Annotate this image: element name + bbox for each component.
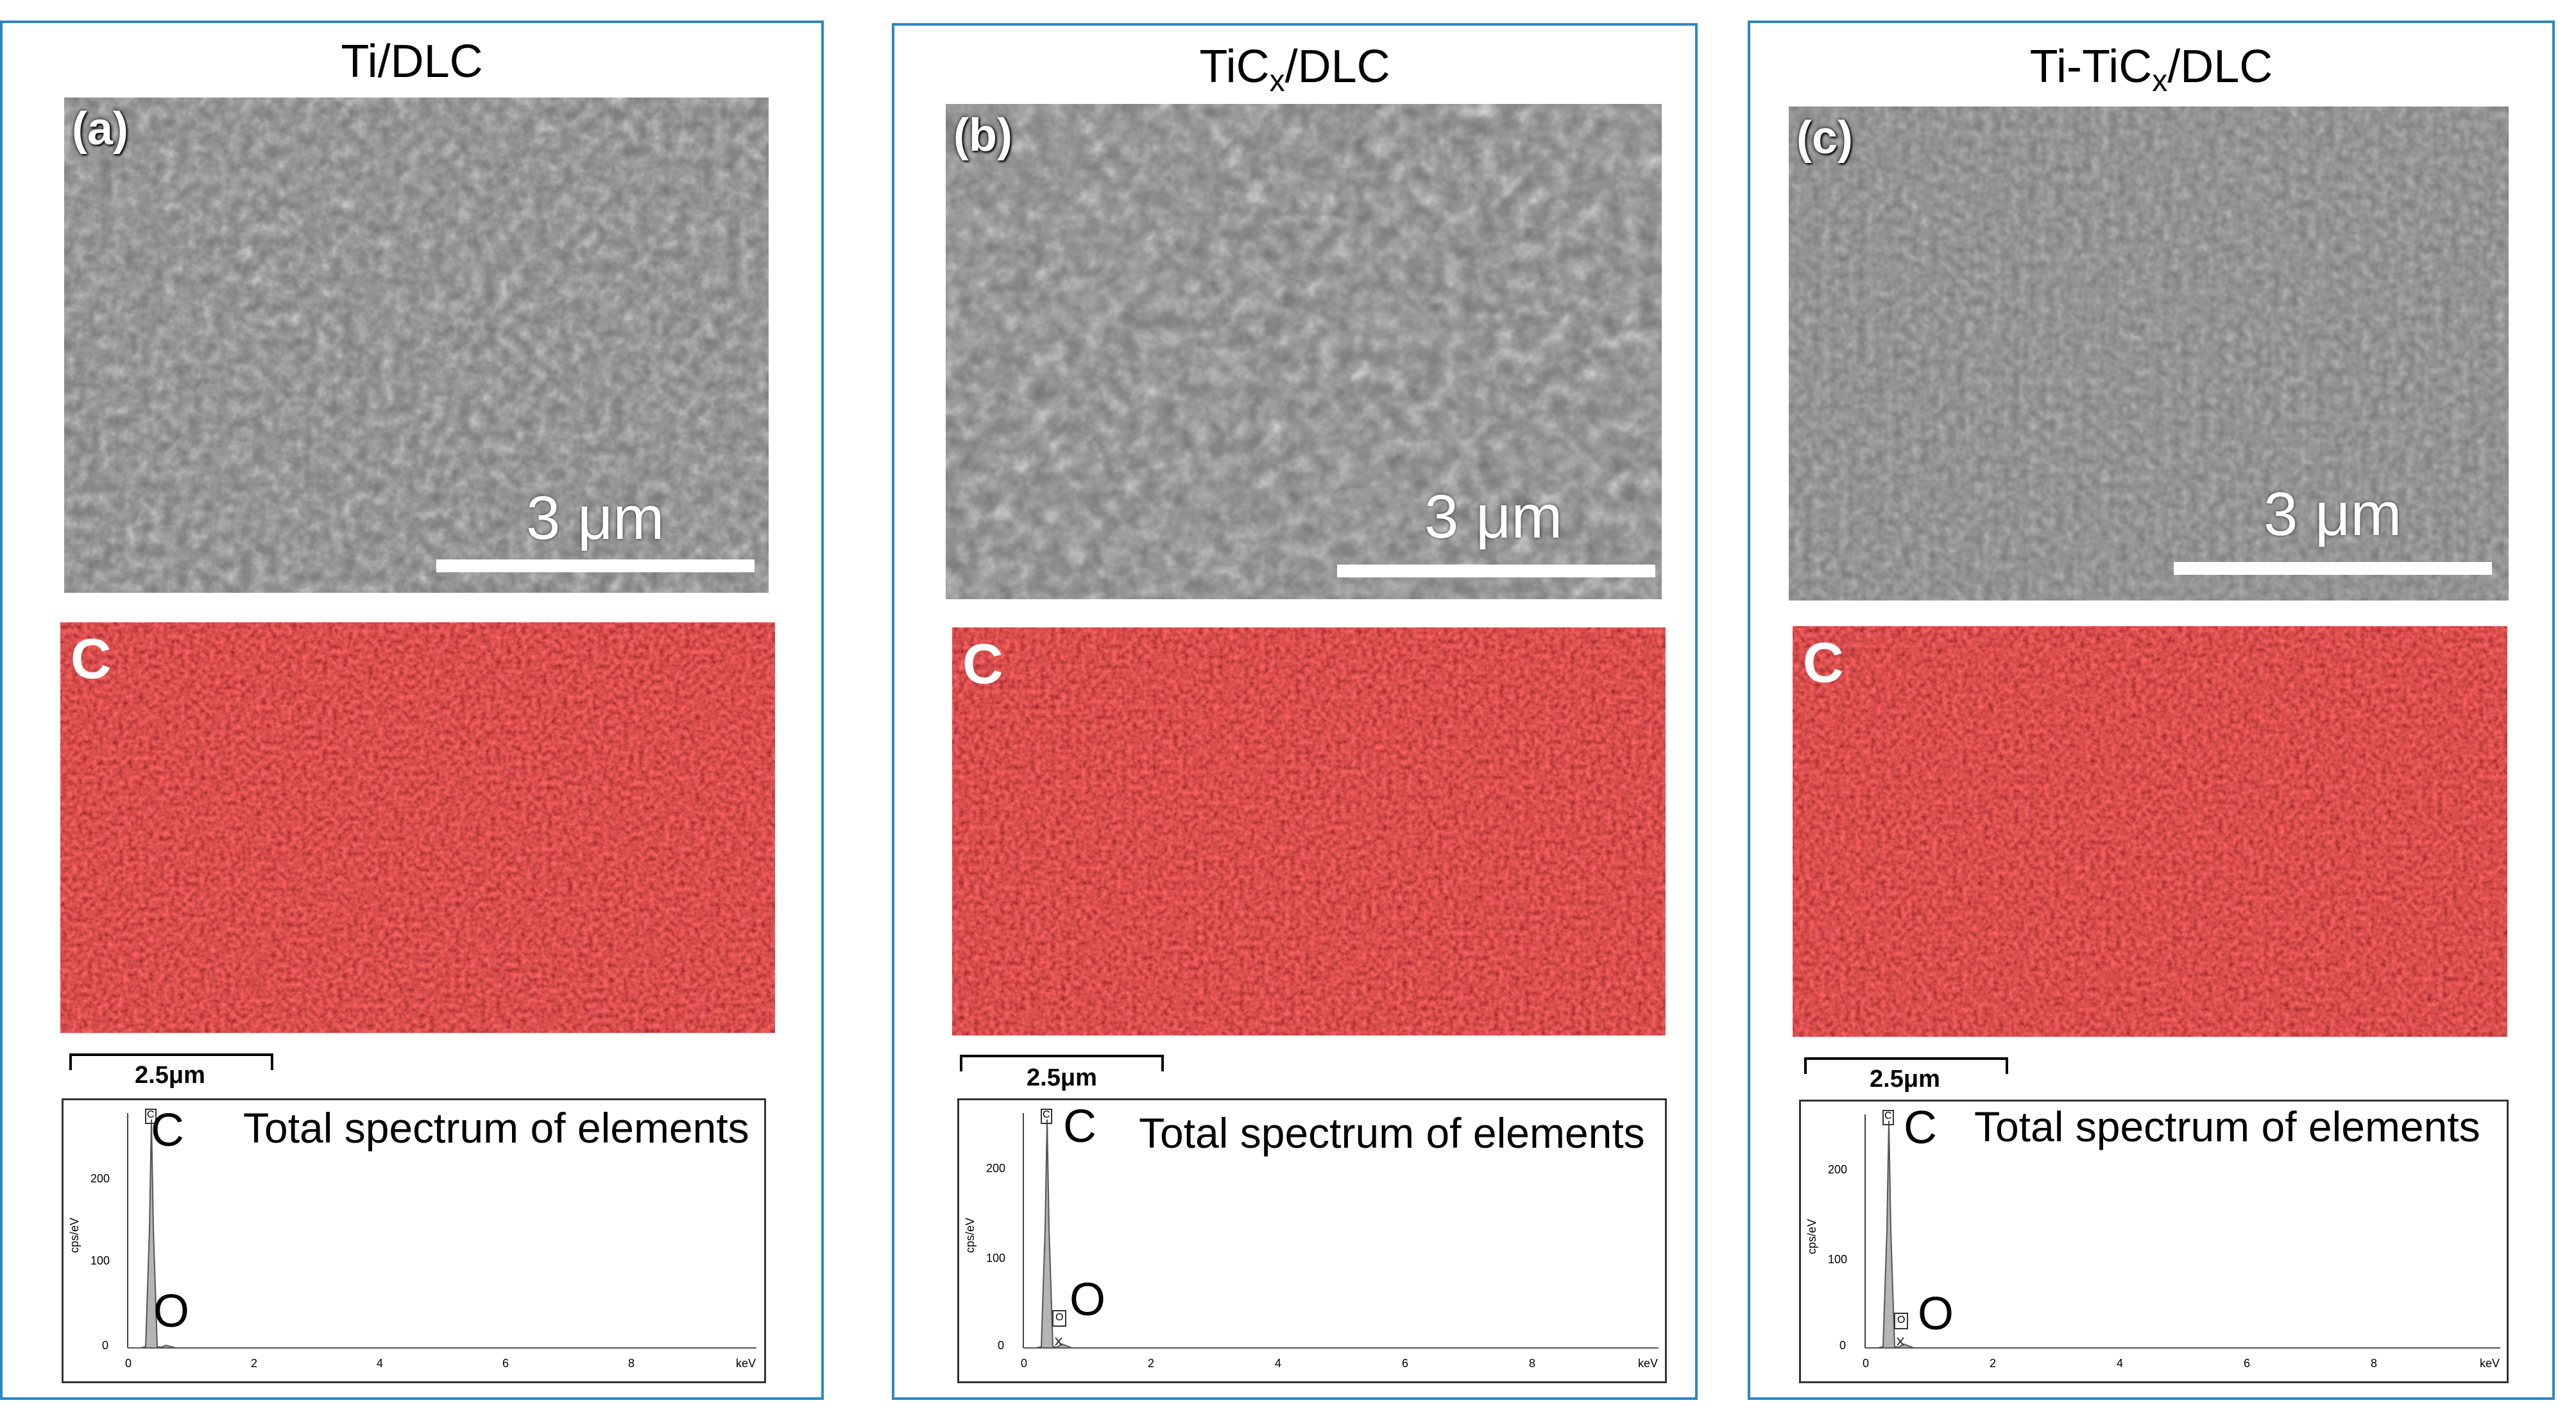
x-tick-0: 0 bbox=[125, 1357, 132, 1370]
x-tick-6: 6 bbox=[502, 1357, 509, 1370]
panel-title: TiCx/DLC bbox=[1199, 41, 1390, 98]
spectrum-title: Total spectrum of elements bbox=[243, 1104, 749, 1152]
y-axis-label: cps/eV bbox=[964, 1217, 977, 1254]
x-tick-4: 4 bbox=[377, 1357, 384, 1370]
scale-bar bbox=[2174, 562, 2492, 575]
eds-spectrum: Total spectrum of elements C O C O cps/e… bbox=[1799, 1100, 2509, 1383]
y-tick-100: 100 bbox=[1828, 1253, 1848, 1266]
peak-label-c: C bbox=[151, 1105, 184, 1156]
sem-image: (c) 3 μm bbox=[1789, 106, 2509, 601]
spectrum-plot bbox=[127, 1109, 756, 1349]
peak-label-c: C bbox=[1063, 1101, 1096, 1152]
peak-label-o: O bbox=[1918, 1288, 1954, 1340]
eds-element-label: C bbox=[962, 632, 1003, 695]
x-unit: keV bbox=[2480, 1357, 2500, 1370]
y-tick-200: 200 bbox=[90, 1172, 110, 1185]
y-tick-0: 0 bbox=[1839, 1339, 1847, 1352]
eds-element-label: C bbox=[1803, 631, 1844, 694]
scale-bar-label: 3 μm bbox=[2264, 480, 2402, 549]
peak-label-c: C bbox=[1904, 1102, 1937, 1154]
panel-label: (c) bbox=[1796, 112, 1853, 164]
x-tick-2: 2 bbox=[1990, 1357, 1997, 1370]
panel-label: (b) bbox=[953, 110, 1012, 161]
x-tick-6: 6 bbox=[2244, 1357, 2251, 1370]
eds-map-carbon: C bbox=[952, 627, 1666, 1035]
panel-a: Ti/DLC (a) 3 μm C bbox=[0, 21, 824, 1400]
peak-label-o: O bbox=[1070, 1274, 1106, 1325]
x-tick-4: 4 bbox=[2117, 1357, 2124, 1370]
x-tick-8: 8 bbox=[2371, 1357, 2378, 1370]
y-tick-200: 200 bbox=[986, 1162, 1006, 1175]
spectrum-title: Total spectrum of elements bbox=[1974, 1103, 2480, 1150]
panel-c: Ti-TiCx/DLC (c) 3 μm bbox=[1748, 21, 2555, 1400]
eds-map-carbon: C bbox=[60, 622, 775, 1033]
x-tick-6: 6 bbox=[1402, 1357, 1409, 1370]
peak-box-c: C bbox=[1043, 1109, 1050, 1120]
scale-bar-label: 3 μm bbox=[526, 484, 665, 552]
eds-scale-label: 2.5μm bbox=[1870, 1066, 1940, 1093]
y-tick-0: 0 bbox=[102, 1339, 109, 1352]
y-axis-label: cps/eV bbox=[68, 1217, 81, 1254]
x-unit: keV bbox=[1638, 1357, 1659, 1370]
sem-image: (a) 3 μm bbox=[64, 98, 769, 593]
x-unit: keV bbox=[736, 1357, 756, 1370]
sem-texture bbox=[1789, 106, 2509, 601]
scale-bar-label: 3 μm bbox=[1424, 482, 1563, 551]
y-tick-0: 0 bbox=[998, 1339, 1005, 1352]
spectrum-plot bbox=[1864, 1110, 2500, 1349]
eds-scale-bar bbox=[960, 1055, 1164, 1071]
eds-texture bbox=[952, 627, 1666, 1035]
x-tick-0: 0 bbox=[1021, 1357, 1028, 1370]
y-tick-100: 100 bbox=[90, 1254, 110, 1267]
peak-box-o: O bbox=[1055, 1312, 1064, 1323]
sem-texture bbox=[64, 98, 769, 593]
panel-b: TiCx/DLC (b) 3 μm bbox=[892, 23, 1698, 1400]
eds-texture bbox=[1793, 626, 2507, 1037]
scale-bar bbox=[436, 559, 755, 572]
y-axis-label: cps/eV bbox=[1805, 1218, 1819, 1255]
sem-image: (b) 3 μm bbox=[946, 104, 1662, 599]
y-tick-200: 200 bbox=[1828, 1163, 1848, 1176]
eds-spectrum: Total spectrum of elements C O C O cps/e… bbox=[957, 1098, 1667, 1383]
eds-map-carbon: C bbox=[1793, 626, 2507, 1037]
peak-box-o: O bbox=[1897, 1315, 1906, 1325]
eds-texture bbox=[60, 622, 775, 1033]
x-tick-4: 4 bbox=[1275, 1357, 1282, 1370]
y-tick-100: 100 bbox=[986, 1252, 1006, 1265]
peak-label-o: O bbox=[153, 1286, 190, 1337]
spectrum-plot bbox=[1023, 1109, 1659, 1349]
x-tick-2: 2 bbox=[1148, 1357, 1155, 1370]
sem-texture bbox=[946, 104, 1662, 599]
peak-box-c: C bbox=[147, 1109, 155, 1120]
eds-element-label: C bbox=[71, 627, 112, 690]
eds-scale-bar bbox=[1804, 1057, 2008, 1074]
eds-scale-label: 2.5μm bbox=[1027, 1064, 1097, 1091]
eds-spectrum: Total spectrum of elements C O C cps/eV … bbox=[62, 1098, 766, 1383]
panel-label: (a) bbox=[72, 103, 128, 155]
x-tick-8: 8 bbox=[628, 1357, 635, 1370]
eds-scale-bar bbox=[69, 1053, 273, 1070]
scale-bar bbox=[1337, 565, 1655, 577]
x-tick-8: 8 bbox=[1529, 1357, 1536, 1370]
x-tick-2: 2 bbox=[251, 1357, 258, 1370]
x-tick-0: 0 bbox=[1863, 1357, 1870, 1370]
spectrum-title: Total spectrum of elements bbox=[1139, 1109, 1645, 1157]
peak-box-c: C bbox=[1884, 1111, 1892, 1121]
eds-scale-label: 2.5μm bbox=[135, 1062, 205, 1089]
panel-title: Ti/DLC bbox=[341, 36, 483, 87]
panel-title: Ti-TiCx/DLC bbox=[2029, 41, 2273, 98]
